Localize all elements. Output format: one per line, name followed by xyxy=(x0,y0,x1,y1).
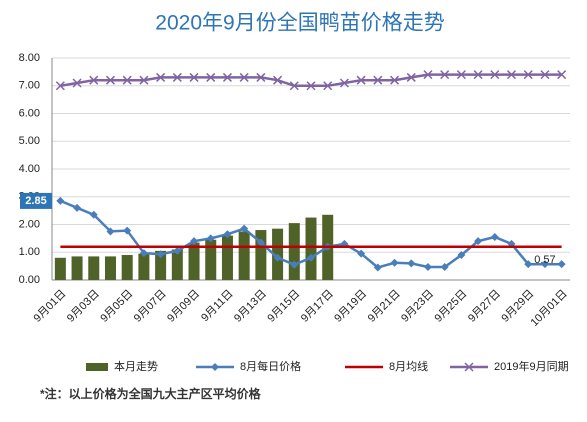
marker xyxy=(55,81,65,91)
marker xyxy=(139,249,148,258)
marker xyxy=(473,70,483,80)
marker xyxy=(423,262,432,271)
marker xyxy=(156,72,166,82)
legend-label: 本月走势 xyxy=(114,359,158,373)
marker xyxy=(289,81,299,91)
marker xyxy=(290,260,299,269)
marker xyxy=(323,81,333,91)
marker xyxy=(222,72,232,82)
y-tick-label: 4.00 xyxy=(19,163,40,175)
marker xyxy=(73,203,82,212)
marker xyxy=(106,227,115,236)
label-box xyxy=(20,192,52,209)
marker xyxy=(490,232,499,241)
legend-label: 8月均线 xyxy=(389,359,428,373)
data-label: 2.85 xyxy=(25,195,46,207)
marker xyxy=(523,70,533,80)
marker xyxy=(540,70,550,80)
bar xyxy=(255,230,267,280)
marker xyxy=(339,78,349,88)
bar xyxy=(221,235,233,280)
legend-label: 8月每日价格 xyxy=(240,359,301,373)
marker xyxy=(373,263,382,272)
data-label: 0.57 xyxy=(534,254,555,266)
legend-marker xyxy=(211,363,219,371)
marker xyxy=(139,75,149,85)
marker xyxy=(206,234,215,243)
marker xyxy=(72,78,82,88)
marker xyxy=(390,75,400,85)
bar xyxy=(88,256,100,280)
legend-marker xyxy=(464,362,474,372)
marker xyxy=(89,75,99,85)
marker xyxy=(357,249,366,258)
marker xyxy=(89,210,98,219)
marker xyxy=(56,196,65,205)
marker xyxy=(189,72,199,82)
marker xyxy=(273,253,282,262)
marker xyxy=(122,75,132,85)
marker xyxy=(557,70,567,80)
marker xyxy=(273,75,283,85)
marker xyxy=(172,72,182,82)
bar xyxy=(205,239,217,280)
marker xyxy=(540,260,549,269)
marker xyxy=(524,260,533,269)
marker xyxy=(490,70,500,80)
bar xyxy=(188,242,200,280)
marker xyxy=(206,72,216,82)
marker xyxy=(457,251,466,260)
marker xyxy=(373,75,383,85)
marker xyxy=(440,262,449,271)
marker xyxy=(306,81,316,91)
marker xyxy=(557,260,566,269)
chart-title: 2020年9月份全国鸭苗价格走势 xyxy=(155,12,444,35)
marker xyxy=(423,70,433,80)
marker xyxy=(307,253,315,262)
legend-label: 2019年9月同期 xyxy=(494,359,569,373)
marker xyxy=(256,238,265,247)
bar xyxy=(104,256,116,280)
marker xyxy=(506,70,517,80)
marker xyxy=(105,75,116,85)
note: *注：以上价格为全国九大主产区平均价格 xyxy=(40,386,262,401)
y-tick-label: 2.00 xyxy=(19,218,40,230)
bar xyxy=(305,217,317,280)
marker xyxy=(440,70,450,80)
bar xyxy=(54,257,66,280)
marker xyxy=(223,230,232,239)
marker xyxy=(239,72,249,82)
marker xyxy=(390,258,399,267)
y-tick-label: 8.00 xyxy=(19,52,40,64)
marker xyxy=(240,224,249,233)
y-tick-label: 0.00 xyxy=(19,274,40,286)
y-tick-label: 1.00 xyxy=(19,246,40,258)
bar xyxy=(288,223,300,280)
marker xyxy=(474,237,483,246)
marker xyxy=(407,259,416,268)
marker xyxy=(256,72,266,82)
bar xyxy=(238,231,250,280)
marker xyxy=(356,75,366,85)
bar xyxy=(171,249,183,280)
marker xyxy=(190,237,199,246)
bar xyxy=(138,253,150,280)
y-tick-label: 7.00 xyxy=(19,80,40,92)
bar xyxy=(71,256,83,280)
marker xyxy=(456,70,466,80)
marker xyxy=(173,246,182,255)
bar xyxy=(121,255,133,280)
marker xyxy=(406,72,416,82)
y-tick-label: 6.00 xyxy=(19,107,40,119)
marker xyxy=(156,250,165,259)
bar xyxy=(155,250,167,280)
legend-swatch xyxy=(86,363,108,371)
y-tick-label: 5.00 xyxy=(19,135,40,147)
marker xyxy=(123,226,132,235)
